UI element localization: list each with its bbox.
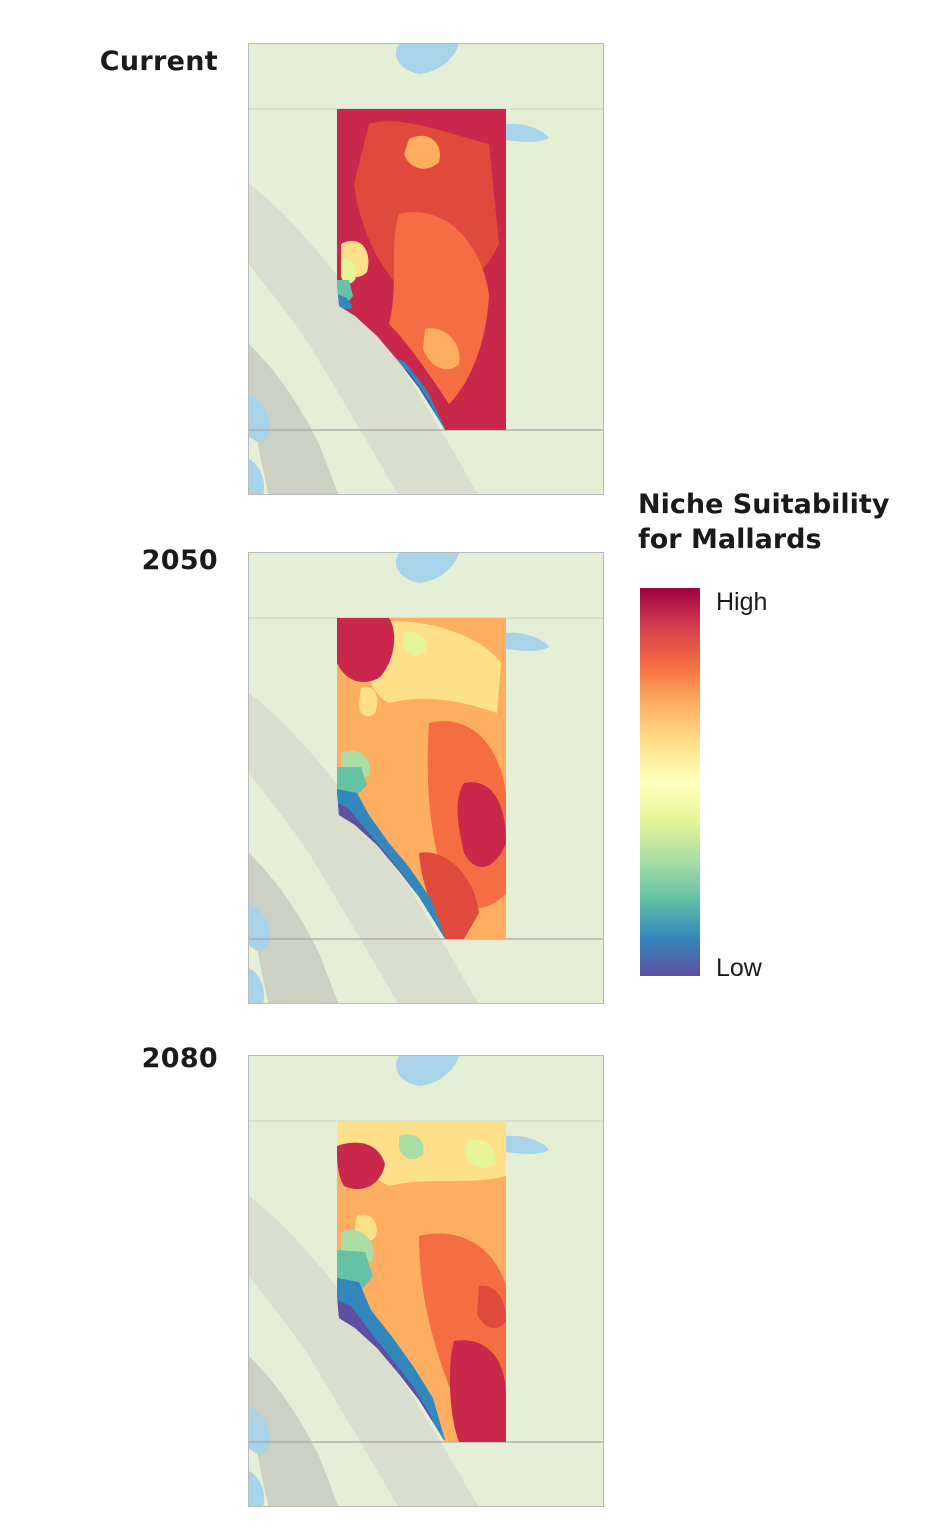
suitability-raster [337,109,506,430]
basemap-lake-east [506,123,549,142]
suitability-zone [399,1134,424,1160]
suitability-zone [389,212,489,404]
suitability-zone [457,782,506,867]
suitability-zone [465,1139,496,1168]
map-2050 [249,553,603,1003]
legend-color-bar [640,588,700,976]
map-2080 [249,1056,603,1506]
basemap-coastal-mountains [249,1356,339,1506]
legend-title: Niche Suitability for Mallards [638,487,938,557]
panel-label-2050: 2050 [141,545,218,576]
basemap-mountains [249,693,478,1003]
basemap-strait [249,968,264,1003]
basemap-lake-north [395,553,459,583]
basemap-lake-north [395,1056,459,1086]
panel-label-current: Current [99,46,218,77]
map-panel-current [248,43,604,495]
suitability-zone [341,259,357,284]
suitability-zone [423,328,460,370]
suitability-zone [337,618,395,683]
legend-high-label: High [716,588,768,616]
suitability-zone [477,1285,506,1329]
suitability-zone [337,1142,385,1190]
legend-title-line1: Niche Suitability [638,489,890,520]
suitability-zone [365,621,501,713]
basemap-lake-east [506,1135,549,1154]
suitability-zone [419,852,479,939]
map-panel-2080 [248,1055,604,1507]
suitability-zone [449,1340,506,1442]
basemap-lake-east [506,632,549,651]
basemap-coastal-mountains [249,344,339,494]
map-current [249,44,603,494]
suitability-zone [404,135,440,169]
basemap-coastal-mountains [249,853,339,1003]
legend-low-label: Low [716,954,762,982]
legend-title-line2: for Mallards [638,524,822,555]
basemap-mountains [249,1196,478,1506]
suitability-zone [358,687,378,717]
suitability-zone [337,294,353,310]
suitability-zone [403,631,426,657]
basemap-strait [249,1471,264,1506]
basemap-mountains [249,184,478,494]
panel-label-2080: 2080 [141,1043,218,1074]
map-panel-2050 [248,552,604,1004]
basemap-lake-north [395,44,459,74]
basemap-strait [249,459,264,494]
